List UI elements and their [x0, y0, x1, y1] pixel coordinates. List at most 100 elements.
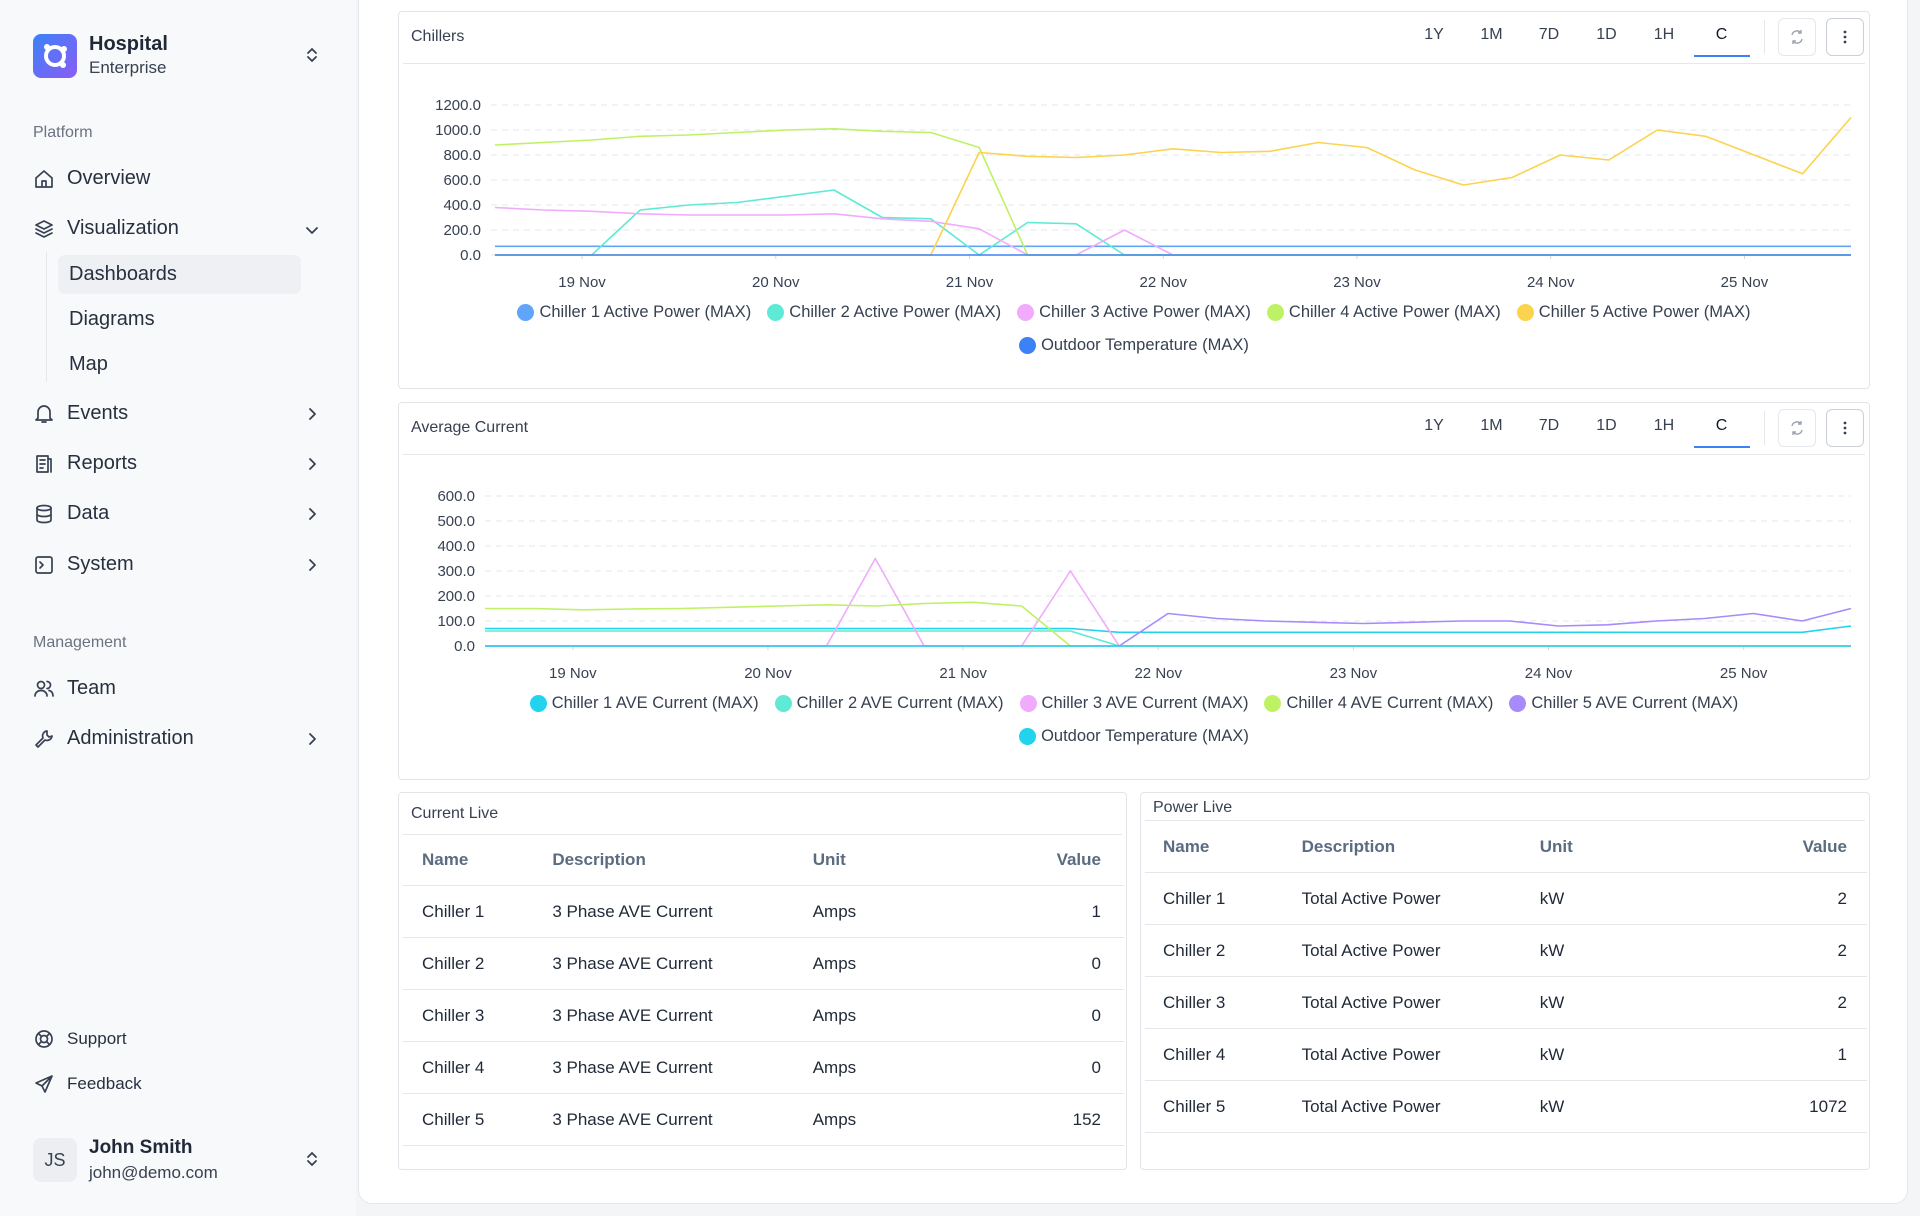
- legend-item[interactable]: Chiller 2 AVE Current (MAX): [774, 694, 1004, 713]
- range-button[interactable]: 7D: [1538, 26, 1560, 43]
- chevron[interactable]: [304, 406, 320, 422]
- nav-item[interactable]: Overview: [67, 167, 151, 189]
- menu-button[interactable]: [1826, 409, 1864, 447]
- table-row[interactable]: Chiller 2 Total Active Power kW 2: [1145, 924, 1867, 977]
- chart: 0.0 200.0 400.0 600.0 800.0 1000.0 1200.0 19 No…: [435, 97, 1852, 291]
- range-button[interactable]: 1M: [1480, 26, 1503, 43]
- legend-item[interactable]: Chiller 4 Active Power (MAX): [1266, 303, 1501, 322]
- icon: [35, 405, 53, 423]
- series-line: [485, 625, 1852, 634]
- section-label: Management: [33, 634, 127, 651]
- table-row[interactable]: Chiller 5 Total Active Power kW 1072: [1145, 1080, 1867, 1133]
- table-cell: Chiller 2: [403, 937, 553, 990]
- legend-swatch: [1509, 695, 1527, 712]
- legend-swatch: [1266, 304, 1284, 321]
- org-name[interactable]: Hospital: [89, 33, 168, 55]
- refresh-button[interactable]: [1778, 18, 1816, 56]
- nav-item[interactable]: Reports: [67, 452, 138, 474]
- table-cell: 0: [971, 1041, 1124, 1094]
- legend-item[interactable]: Chiller 3 AVE Current (MAX): [1019, 694, 1248, 713]
- range-button[interactable]: 1H: [1653, 26, 1675, 43]
- org-switch[interactable]: [304, 47, 320, 63]
- legend-item[interactable]: Chiller 4 AVE Current (MAX): [1264, 694, 1493, 713]
- icon: [35, 556, 53, 574]
- y-tick-label: 1200.0: [435, 97, 481, 114]
- legend-item[interactable]: Chiller 5 Active Power (MAX): [1516, 303, 1751, 322]
- range-underline: [1693, 55, 1750, 57]
- legend-item[interactable]: Chiller 1 AVE Current (MAX): [529, 694, 759, 713]
- nav-item[interactable]: Visualization: [67, 217, 179, 239]
- series-line: [494, 189, 1851, 256]
- icon: [35, 730, 53, 748]
- panel-title: Average Current: [411, 419, 529, 436]
- legend-item[interactable]: Chiller 3 Active Power (MAX): [1017, 303, 1251, 322]
- table-head: Name Description Unit Value: [1145, 821, 1867, 873]
- legend-item[interactable]: Chiller 2 Active Power (MAX): [767, 303, 1001, 322]
- section-label: Platform: [33, 124, 93, 141]
- user-name[interactable]: John Smith: [89, 1137, 193, 1158]
- nav-item[interactable]: Dashboards: [69, 263, 177, 285]
- table-cell: 0: [971, 989, 1124, 1042]
- chevron[interactable]: [304, 222, 320, 238]
- refresh-button[interactable]: [1778, 409, 1816, 447]
- nav-item[interactable]: Team: [67, 677, 116, 699]
- nav-item[interactable]: Support: [67, 1029, 127, 1048]
- legend-swatch: [1019, 728, 1037, 745]
- nav-item[interactable]: Administration: [67, 727, 194, 749]
- chart-panel: Chillers 1Y 1M 7D 1D 1H C 0.0 200.0 400.0 600.0 800…: [398, 11, 1870, 389]
- legend-swatch: [529, 695, 547, 712]
- column-header: Value: [971, 834, 1124, 886]
- range-button[interactable]: C: [1715, 26, 1728, 43]
- menu-button[interactable]: [1826, 18, 1864, 56]
- range-button[interactable]: 1D: [1596, 26, 1617, 43]
- range-button[interactable]: 7D: [1538, 417, 1560, 434]
- table-cell: Chiller 1: [1145, 872, 1302, 925]
- legend-item[interactable]: Chiller 5 AVE Current (MAX): [1509, 694, 1738, 713]
- legend-item[interactable]: Chiller 1 Active Power (MAX): [517, 303, 751, 322]
- nav-item[interactable]: Data: [67, 502, 110, 524]
- nav-item[interactable]: Events: [67, 402, 129, 424]
- table-panel: Power Live Name Description Unit Value Chille…: [1140, 792, 1870, 1170]
- y-tick-label: 200.0: [437, 588, 475, 605]
- range-button[interactable]: 1Y: [1424, 26, 1444, 43]
- chevron[interactable]: [304, 557, 320, 573]
- x-tick-label: 20 Nov: [744, 665, 792, 682]
- chevron[interactable]: [304, 731, 320, 747]
- range-button[interactable]: 1D: [1596, 417, 1617, 434]
- separator: [1764, 20, 1765, 54]
- org-logo: [33, 34, 77, 78]
- legend-swatch: [1019, 695, 1037, 712]
- chevron[interactable]: [304, 506, 320, 522]
- legend-item[interactable]: Outdoor Temperature (MAX): [1019, 336, 1249, 355]
- table-row[interactable]: Chiller 4 Total Active Power kW 1: [1145, 1028, 1867, 1081]
- x-tick-label: 24 Nov: [1527, 274, 1575, 291]
- x-tick-label: 22 Nov: [1139, 274, 1187, 291]
- column-header: Name: [1145, 821, 1302, 873]
- x-tick-label: 25 Nov: [1720, 665, 1768, 682]
- range-button[interactable]: 1Y: [1424, 417, 1444, 434]
- series-line: [494, 128, 1851, 256]
- chart: 0.0 100.0 200.0 300.0 400.0 500.0 600.0 19 Nov 2…: [437, 488, 1852, 682]
- nav-item[interactable]: Diagrams: [69, 308, 155, 330]
- table-cell: kW: [1539, 872, 1737, 925]
- nav-item[interactable]: System: [67, 553, 134, 575]
- table-row[interactable]: Chiller 3 Total Active Power kW 2: [1145, 976, 1867, 1029]
- user-switch[interactable]: [304, 1151, 320, 1167]
- range-button[interactable]: 1M: [1480, 417, 1503, 434]
- x-tick-label: 19 Nov: [549, 665, 597, 682]
- range-button[interactable]: C: [1715, 417, 1728, 434]
- range-button[interactable]: 1H: [1653, 417, 1675, 434]
- series-line: [485, 630, 1851, 647]
- legend-item[interactable]: Outdoor Temperature (MAX): [1019, 727, 1249, 746]
- icon: [35, 1075, 53, 1093]
- chevron[interactable]: [304, 456, 320, 472]
- nav-item[interactable]: Feedback: [67, 1074, 142, 1093]
- nav-item[interactable]: Map: [69, 353, 108, 375]
- table-row[interactable]: Chiller 1 Total Active Power kW 2: [1145, 872, 1867, 925]
